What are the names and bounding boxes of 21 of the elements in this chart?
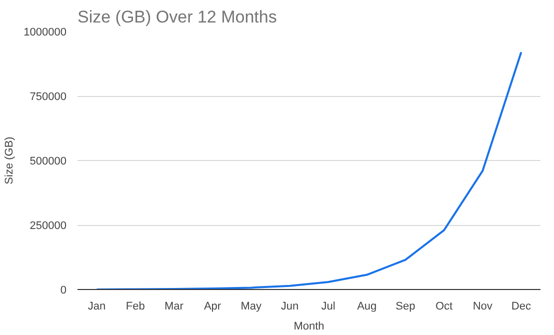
x-tick-label: Dec: [511, 300, 532, 312]
x-tick-label: Aug: [357, 300, 377, 312]
x-tick-label: Jan: [88, 300, 106, 312]
y-axis-title: Size (GB): [4, 136, 16, 184]
x-tick-label: Feb: [126, 300, 145, 312]
y-tick-label: 250000: [30, 220, 67, 232]
x-tick-label: Sep: [396, 300, 416, 312]
x-tick-label: Nov: [472, 300, 493, 312]
line-series: [96, 51, 522, 290]
x-tick-label: Jun: [280, 300, 299, 312]
y-tick-label: 500000: [30, 156, 67, 168]
x-tick-label: May: [240, 300, 262, 312]
x-tick-label: Mar: [164, 300, 184, 312]
x-tick-label: Oct: [435, 300, 453, 312]
y-tick-label: 0: [60, 284, 67, 296]
x-axis-title: Month: [294, 320, 324, 332]
y-tick-label: 1000000: [24, 26, 67, 38]
x-tick-label: Apr: [204, 300, 222, 312]
chart-title: Size (GB) Over 12 Months: [78, 8, 277, 26]
y-tick-label: 750000: [30, 91, 67, 103]
x-tick-label: Jul: [321, 300, 336, 312]
